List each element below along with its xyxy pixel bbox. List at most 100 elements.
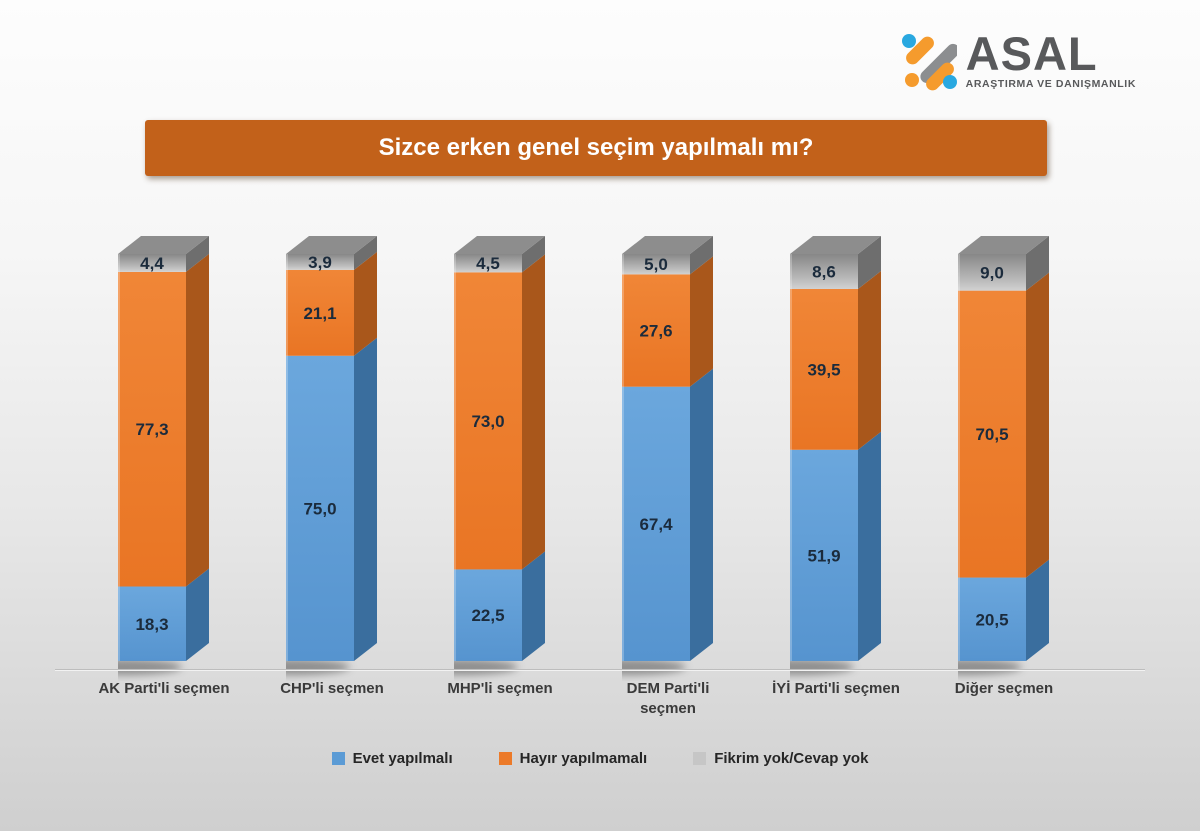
bar-edge-highlight [622,254,624,661]
segment-front [118,271,186,587]
bar-shadow [118,659,182,675]
value-label: 21,1 [303,304,336,323]
legend-item-1: Evet yapılmalı [331,750,453,767]
value-label: 75,0 [303,499,336,518]
segment-top-face [454,236,545,254]
bar-edge-highlight [790,254,792,661]
bar-edge-highlight [118,254,120,661]
segment-front [958,290,1026,578]
stacked-bar-6: 20,5 70,5 9,0 [958,236,1049,675]
x-axis-line [55,669,1145,671]
segment-front [118,254,186,272]
segment-front [286,355,354,661]
stacked-bar-2: 75,0 21,1 3,9 [286,236,377,675]
segment-side [1026,272,1049,578]
value-label: 4,4 [140,254,164,273]
segment-side [522,236,545,273]
segment-front [790,449,858,661]
segment-side [522,254,545,570]
segment-front [790,254,858,290]
segment-side [1026,559,1049,661]
value-label: 4,5 [476,254,500,273]
segment-front [286,269,354,356]
legend-swatch [498,752,512,765]
value-label: 20,5 [975,610,1008,629]
bar-column: 20,5 70,5 9,0 [920,229,1088,681]
stacked-bar-5: 51,9 39,5 8,6 [790,236,881,675]
value-label: 18,3 [135,615,168,634]
segment-side [858,236,881,290]
value-label: 5,0 [644,255,668,274]
asal-logo: ASAL ARAŞTIRMA VE DANIŞMANLIK [899,30,1136,92]
segment-top-face [118,236,209,254]
segment-top-face [790,236,881,254]
chart-title: Sizce erken genel seçim yapılmalı mı? [378,134,814,161]
segment-front [454,272,522,570]
logo-subtitle: ARAŞTIRMA VE DANIŞMANLIK [965,78,1136,91]
bar-edge-highlight [454,254,456,661]
segment-side [690,256,713,387]
segment-front [622,274,690,387]
segment-top-face [958,236,1049,254]
legend-item-2: Hayır yapılmamalı [498,750,648,767]
segment-front [958,577,1026,661]
segment-side [186,253,209,587]
segment-front [622,386,690,661]
legend-label: Hayır yapılmamalı [519,750,648,767]
bar-column: 75,0 21,1 3,9 [248,229,416,681]
category-label-5: İYİ Parti'li seçmen [772,680,900,697]
value-label: 3,9 [308,253,332,272]
legend-swatch [331,752,345,765]
segment-top-face [622,236,713,254]
segment-front [958,254,1026,291]
segment-side [522,551,545,661]
segment-side [1026,236,1049,291]
segment-front [454,569,522,661]
segment-front [622,254,690,275]
segment-side [690,236,713,275]
category-label-6: Diğer seçmen [954,680,1054,697]
category-label-4: DEM Parti'li seçmen [626,680,710,718]
value-label: 39,5 [807,360,840,379]
segment-side [354,236,377,270]
legend-label: Evet yapılmalı [352,750,453,767]
bar-shadow [790,659,854,675]
bar-shadow [454,659,518,675]
category-labels-row: AK Parti'li seçmen CHP'li seçmen MHP'li se… [80,679,1088,720]
segment-side [354,251,377,356]
category-label-3: MHP'li seçmen [447,680,553,697]
asal-logo-text: ASAL ARAŞTIRMA VE DANIŞMANLIK [965,26,1136,91]
legend-item-3: Fikrim yok/Cevap yok [693,750,868,767]
category-label-1: AK Parti'li seçmen [98,680,230,697]
segment-side [186,236,209,272]
stacked-bar-3: 22,5 73,0 4,5 [454,236,545,675]
legend: Evet yapılmalı Hayır yapılmamalı Fikrim yo… [0,750,1200,767]
value-label: 51,9 [807,546,840,565]
value-label: 8,6 [812,263,836,282]
bar-edge-highlight [958,254,960,661]
value-label: 9,0 [980,263,1004,282]
stacked-bar-4: 67,4 27,6 5,0 [622,236,713,675]
bar-column: 18,3 77,3 4,4 [80,229,248,681]
segment-side [690,368,713,661]
legend-swatch [693,752,707,765]
logo-name: ASAL [965,26,1098,80]
category-label-2: CHP'li seçmen [280,680,384,697]
value-label: 67,4 [639,515,673,534]
value-label: 73,0 [471,412,504,431]
bar-column: 67,4 27,6 5,0 [584,229,752,681]
bar-shadow [622,659,686,675]
title-banner: Sizce erken genel seçim yapılmalı mı? [145,120,1047,176]
value-label: 22,5 [471,606,504,625]
segment-side [858,271,881,450]
segment-front [790,289,858,450]
segment-side [858,431,881,661]
segment-front [118,586,186,661]
value-label: 27,6 [639,322,672,341]
bar-shadow [958,659,1022,675]
segment-side [186,568,209,661]
segment-top-face [286,236,377,254]
asal-logo-mark [901,34,957,91]
bar-edge-highlight [286,254,288,661]
bar-shadow [286,659,350,675]
